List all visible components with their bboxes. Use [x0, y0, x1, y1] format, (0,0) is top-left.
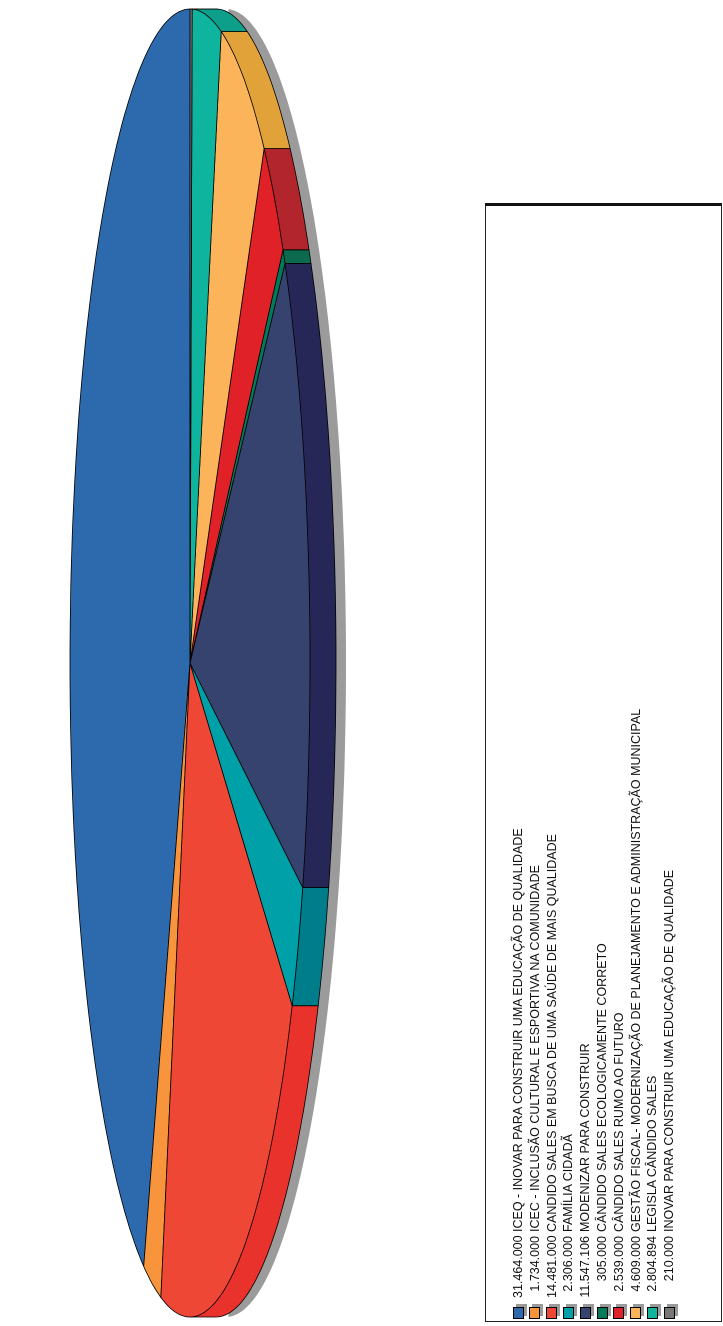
- slice-9: [189, 8, 222, 664]
- legend-swatch: [630, 1307, 642, 1319]
- legend-value: 11.547.106: [578, 1236, 593, 1298]
- slice-8: [189, 30, 265, 664]
- slice-side-3: [189, 1005, 319, 1318]
- legend-entry: 4.609.000 GESTÃO FISCAL- MODERNIZAÇÃO DE …: [628, 709, 644, 1321]
- legend-entry: 1.734.000 ICEC - INCLUSÃO CULTURAL E ESPO…: [527, 865, 543, 1321]
- slice-4: [189, 662, 304, 1006]
- legend-value: 210.000: [662, 1236, 677, 1282]
- legend-label: GESTÃO FISCAL- MODERNIZAÇÃO DE PLANEJAME…: [628, 708, 643, 1232]
- slice-5: [189, 263, 311, 889]
- legend-swatch: [512, 1307, 524, 1319]
- slice-side-6: [282, 249, 312, 264]
- legend-entry: 2.539.000 CÂNDIDO SALES RUMO AO FUTURO: [611, 1013, 627, 1321]
- slice-7: [189, 148, 284, 664]
- legend-entries: 31.464.000 ICEQ - INOVAR PARA CONSTRUIR U…: [486, 206, 721, 1321]
- legend-label: INOVAR PARA CONSTRUIR UMA EDUCAÇÃO DE QU…: [662, 869, 677, 1232]
- pie-tops: [69, 8, 311, 1318]
- legend-value: 14.481.000: [544, 1235, 559, 1298]
- legend-label: CANDIDO SALES EM BUSCA DE UMA SAÚDE DE M…: [544, 833, 559, 1232]
- legend-label: ICEC - INCLUSÃO CULTURAL E ESPORTIVA NA …: [527, 865, 542, 1232]
- legend-label: MODENIZAR PARA CONSTRUIR: [578, 1043, 593, 1232]
- legend-value: 305.000: [595, 1236, 609, 1282]
- legend-value: 2.306.000: [561, 1236, 576, 1292]
- legend-value: 2.539.000: [611, 1236, 626, 1292]
- legend-swatch: [546, 1307, 558, 1319]
- slice-side-8: [220, 31, 291, 149]
- legend-label: LEGISLA CÂNDIDO SALES: [645, 1075, 660, 1232]
- legend-label: ICEQ - INOVAR PARA CONSTRUIR UMA EDUCAÇÃ…: [511, 828, 525, 1232]
- legend-entry: 31.464.000 ICEQ - INOVAR PARA CONSTRUIR U…: [510, 828, 526, 1321]
- pie-chart: [69, 8, 346, 1318]
- legend-swatch: [646, 1307, 658, 1319]
- slice-10: [189, 8, 193, 664]
- legend-swatch: [562, 1307, 574, 1319]
- legend-swatch: [613, 1307, 625, 1319]
- legend-label: FAMÍLIA CIDADÃ: [561, 1134, 576, 1232]
- legend-swatch: [663, 1307, 675, 1319]
- legend-value: 4.609.000: [628, 1236, 643, 1292]
- legend: 31.464.000 ICEQ - INOVAR PARA CONSTRUIR U…: [485, 203, 722, 1322]
- legend-entry: 305.000 CÂNDIDO SALES ECOLOGICAMENTE CORR…: [594, 943, 610, 1321]
- slice-1: [69, 8, 191, 1267]
- legend-entry: 2.804.894 LEGISLA CÂNDIDO SALES: [644, 1076, 660, 1321]
- legend-value: 2.804.894: [645, 1236, 660, 1292]
- legend-swatch: [579, 1307, 591, 1319]
- legend-value: 31.464.000: [511, 1235, 525, 1298]
- legend-swatch: [529, 1307, 541, 1319]
- legend-entry: 11.547.106 MODENIZAR PARA CONSTRUIR: [577, 1043, 593, 1321]
- legend-swatch: [596, 1307, 608, 1319]
- legend-value: 1.734.000: [527, 1236, 542, 1292]
- legend-entry: 14.481.000 CANDIDO SALES EM BUSCA DE UMA …: [544, 834, 560, 1321]
- legend-entry: 2.306.000 FAMÍLIA CIDADÃ: [560, 1134, 576, 1321]
- slice-3: [160, 662, 293, 1318]
- slice-2: [143, 662, 191, 1299]
- legend-label: CÂNDIDO SALES ECOLOGICAMENTE CORRETO: [595, 943, 609, 1232]
- legend-label: CÂNDIDO SALES RUMO AO FUTURO: [611, 1012, 626, 1232]
- legend-entry: 210.000 INOVAR PARA CONSTRUIR UMA EDUCAÇÃ…: [661, 870, 677, 1321]
